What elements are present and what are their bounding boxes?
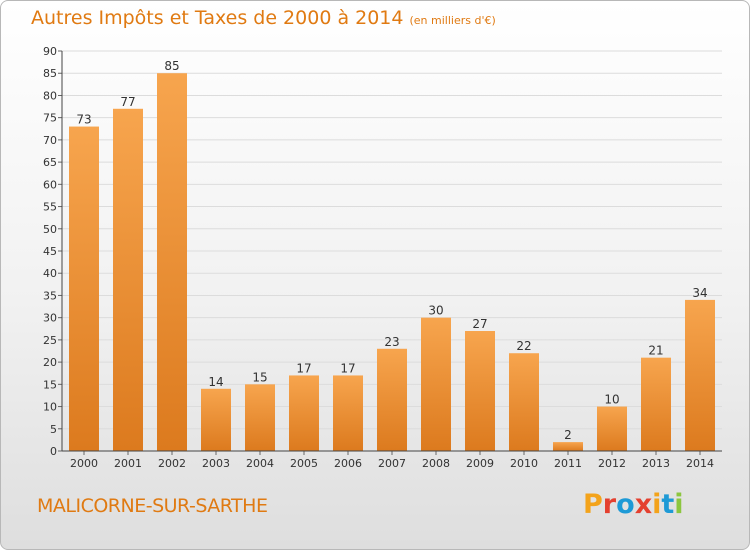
data-label-2005: 17 (296, 361, 311, 375)
y-tick-label: 45 (43, 245, 57, 258)
data-label-2010: 22 (516, 339, 531, 353)
logo-letter: r (602, 489, 617, 520)
y-tick-label: 0 (50, 445, 57, 458)
y-tick-label: 50 (43, 223, 57, 236)
bar-2009[interactable] (465, 331, 495, 451)
data-label-2011: 2 (564, 428, 572, 442)
y-tick-label: 55 (43, 201, 57, 214)
data-label-2002: 85 (164, 59, 179, 73)
logo-letter: o (616, 489, 635, 520)
x-tick-label: 2012 (598, 457, 626, 470)
bar-2002[interactable] (157, 73, 187, 451)
logo-letter: t (661, 489, 675, 520)
commune-name: MALICORNE-SUR-SARTHE (37, 495, 268, 517)
x-tick-label: 2013 (642, 457, 670, 470)
data-label-2007: 23 (384, 335, 399, 349)
data-label-2006: 17 (340, 361, 355, 375)
x-tick-label: 2009 (466, 457, 494, 470)
y-tick-label: 15 (43, 378, 57, 391)
bar-2008[interactable] (421, 317, 451, 451)
data-label-2012: 10 (604, 393, 619, 407)
x-tick-label: 2001 (114, 457, 142, 470)
data-label-2000: 73 (76, 113, 91, 127)
x-tick-label: 2005 (290, 457, 318, 470)
data-label-2013: 21 (648, 344, 663, 358)
y-axis-ticks: 0 5 10 15 20 25 30 35 40 45 50 55 60 65 70 75 80 85 90 (43, 45, 62, 458)
data-label-2008: 30 (428, 304, 443, 318)
y-tick-label: 20 (43, 356, 57, 369)
bar-2012[interactable] (597, 406, 627, 451)
y-tick-label: 75 (43, 112, 57, 125)
y-tick-label: 85 (43, 67, 57, 80)
x-tick-label: 2002 (158, 457, 186, 470)
y-tick-label: 80 (43, 89, 57, 102)
logo-letter: i (674, 489, 684, 520)
y-tick-label: 70 (43, 134, 57, 147)
bar-2014[interactable] (685, 299, 715, 451)
logo-letter: i (652, 489, 662, 520)
bar-2007[interactable] (377, 348, 407, 451)
chart-subtitle: (en milliers d'€) (409, 14, 496, 27)
y-tick-label: 10 (43, 401, 57, 414)
y-tick-label: 5 (50, 423, 57, 436)
bar-2003[interactable] (201, 388, 231, 451)
chart-title-text: Autres Impôts et Taxes de 2000 à 2014 (31, 7, 404, 29)
y-tick-label: 90 (43, 45, 57, 58)
data-label-2004: 15 (252, 370, 267, 384)
chart-title: Autres Impôts et Taxes de 2000 à 2014 (en… (31, 7, 496, 29)
logo-letter: P (583, 489, 603, 520)
axes (61, 51, 722, 452)
bar-2001[interactable] (113, 108, 143, 452)
bar-2005[interactable] (289, 375, 319, 451)
logo-letter: x (634, 489, 653, 520)
data-label-2003: 14 (208, 375, 223, 389)
x-tick-label: 2003 (202, 457, 230, 470)
y-tick-label: 65 (43, 156, 57, 169)
data-label-2014: 34 (692, 286, 707, 300)
x-tick-label: 2011 (554, 457, 582, 470)
bar-2013[interactable] (641, 357, 671, 451)
y-tick-label: 60 (43, 178, 57, 191)
bar-2011[interactable] (553, 442, 583, 451)
bar-2006[interactable] (333, 375, 363, 451)
y-tick-label: 25 (43, 334, 57, 347)
bar-2004[interactable] (245, 384, 275, 451)
x-tick-label: 2010 (510, 457, 538, 470)
y-tick-label: 40 (43, 267, 57, 280)
x-tick-label: 2006 (334, 457, 362, 470)
y-tick-label: 35 (43, 289, 57, 302)
x-tick-label: 2004 (246, 457, 274, 470)
x-tick-label: 2014 (686, 457, 714, 470)
bar-2010[interactable] (509, 353, 539, 451)
data-label-2009: 27 (472, 317, 487, 331)
x-tick-label: 2007 (378, 457, 406, 470)
proxiti-logo[interactable]: Proxiti (583, 489, 684, 520)
data-label-2001: 77 (120, 95, 135, 109)
bar-2000[interactable] (69, 126, 99, 452)
y-tick-label: 30 (43, 312, 57, 325)
x-axis-ticks: 2000 2001 2002 2003 2004 2005 2006 2007 2008 2009… (70, 451, 714, 470)
x-tick-label: 2008 (422, 457, 450, 470)
x-tick-label: 2000 (70, 457, 98, 470)
